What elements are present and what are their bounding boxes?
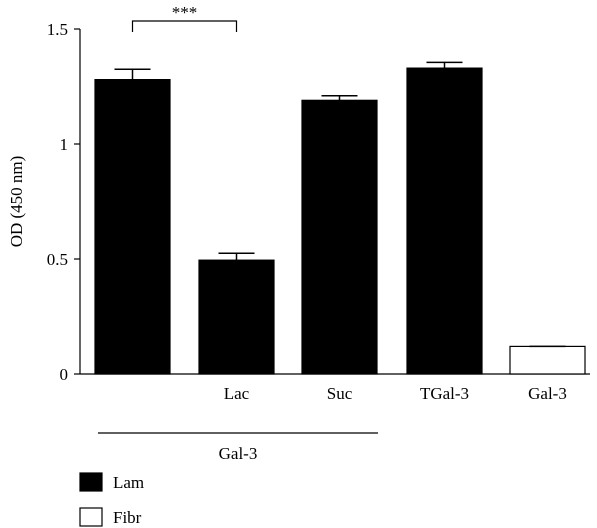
y-tick-label: 0 (60, 365, 69, 384)
x-tick-label: Gal-3 (528, 384, 567, 403)
legend-swatch-fibr (79, 507, 103, 527)
significance-bracket (131, 20, 238, 32)
bar-gal-3-control (94, 78, 171, 375)
x-tick-label: Lac (224, 384, 250, 403)
bar-lac (198, 259, 275, 375)
x-tick-label: Suc (327, 384, 353, 403)
y-tick-label: 0.5 (47, 250, 68, 269)
bar-tgal-3 (406, 67, 483, 375)
legend-label-lam: Lam (113, 473, 144, 492)
legend-label-fibr: Fibr (113, 508, 142, 527)
bar-suc (301, 99, 378, 375)
y-tick-label: 1 (60, 135, 69, 154)
significance-label: *** (172, 3, 198, 22)
y-axis-label: OD (450 nm) (7, 156, 26, 248)
bar-gal-3 (509, 345, 586, 375)
x-tick-label: TGal-3 (420, 384, 469, 403)
y-tick-label: 1.5 (47, 20, 68, 39)
legend-swatch-lam (79, 472, 103, 492)
group-label: Gal-3 (219, 444, 258, 463)
